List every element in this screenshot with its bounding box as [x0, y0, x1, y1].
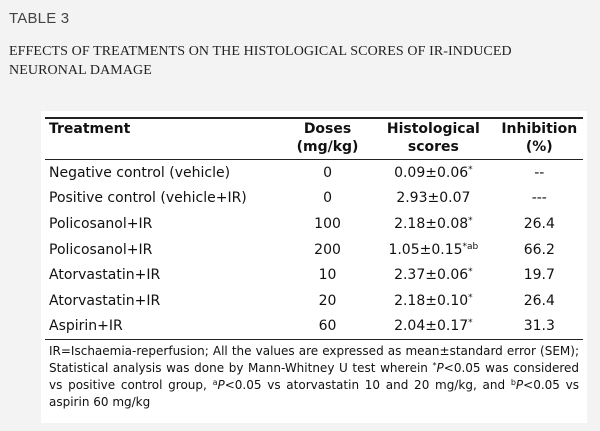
cell-score: 2.18±0.08*: [394, 215, 473, 232]
significance-marker: *: [468, 318, 473, 329]
cell-dose: 0: [323, 164, 332, 181]
data-table: Treatment Doses (mg/kg) Histological score…: [45, 117, 583, 341]
table-row: Atorvastatin+IR 20 2.18±0.10* 26.4: [45, 288, 583, 314]
cell-treatment: Atorvastatin+IR: [49, 292, 161, 309]
cell-score: 2.18±0.10*: [394, 292, 473, 309]
significance-marker: *: [468, 292, 473, 303]
header-treatment: Treatment: [45, 118, 284, 160]
cell-score: 0.09±0.06*: [394, 164, 473, 181]
cell-treatment: Policosanol+IR: [49, 241, 153, 258]
table-row: Aspirin+IR 60 2.04±0.17* 31.3: [45, 313, 583, 341]
cell-inhibition: --: [534, 164, 545, 181]
cell-dose: 100: [314, 215, 341, 232]
header-doses: Doses (mg/kg): [283, 118, 372, 160]
cell-dose: 60: [283, 313, 372, 341]
cell-inhibition: 26.4: [523, 292, 555, 309]
cell-treatment: Policosanol+IR: [49, 215, 153, 232]
table-label: TABLE 3: [9, 10, 70, 27]
table-row: Negative control (vehicle) 0 0.09±0.06* …: [45, 160, 583, 186]
table-row: Policosanol+IR 200 1.05±0.15*ab 66.2: [45, 237, 583, 263]
cell-dose: 10: [318, 267, 337, 284]
cell-treatment: Negative control (vehicle): [49, 164, 231, 181]
table-footnote: IR=Ischaemia-reperfusion; All the values…: [49, 344, 579, 409]
cell-dose: 0: [323, 190, 332, 207]
cell-score: 2.93±0.07: [396, 190, 471, 207]
significance-marker: *: [468, 267, 473, 278]
cell-inhibition: ---: [531, 190, 547, 207]
cell-score: 2.37±0.06*: [394, 267, 473, 284]
significance-marker: *: [468, 215, 473, 226]
cell-treatment: Atorvastatin+IR: [49, 267, 161, 284]
header-inhibition: Inhibition (%): [495, 118, 583, 160]
cell-inhibition: 66.2: [523, 241, 555, 258]
cell-inhibition: 31.3: [495, 313, 583, 341]
table-caption: EFFECTS OF TREATMENTS ON THE HISTOLOGICA…: [9, 44, 512, 78]
cell-dose: 200: [314, 241, 341, 258]
cell-inhibition: 26.4: [523, 215, 555, 232]
cell-treatment: Positive control (vehicle+IR): [49, 190, 247, 207]
cell-dose: 20: [318, 292, 337, 309]
table-row: Policosanol+IR 100 2.18±0.08* 26.4: [45, 211, 583, 237]
table-row: Positive control (vehicle+IR) 0 2.93±0.0…: [45, 186, 583, 212]
significance-marker: *: [468, 164, 473, 175]
significance-marker: *ab: [462, 241, 479, 252]
cell-score: 1.05±0.15*ab: [388, 241, 479, 258]
cell-score: 2.04±0.17*: [371, 313, 496, 341]
cell-inhibition: 19.7: [523, 267, 555, 284]
header-histological-scores: Histological scores: [371, 118, 496, 160]
table-container: Treatment Doses (mg/kg) Histological score…: [41, 111, 587, 423]
table-row: Atorvastatin+IR 10 2.37±0.06* 19.7: [45, 262, 583, 288]
table-header-row: Treatment Doses (mg/kg) Histological score…: [45, 118, 583, 160]
cell-treatment: Aspirin+IR: [45, 313, 284, 341]
